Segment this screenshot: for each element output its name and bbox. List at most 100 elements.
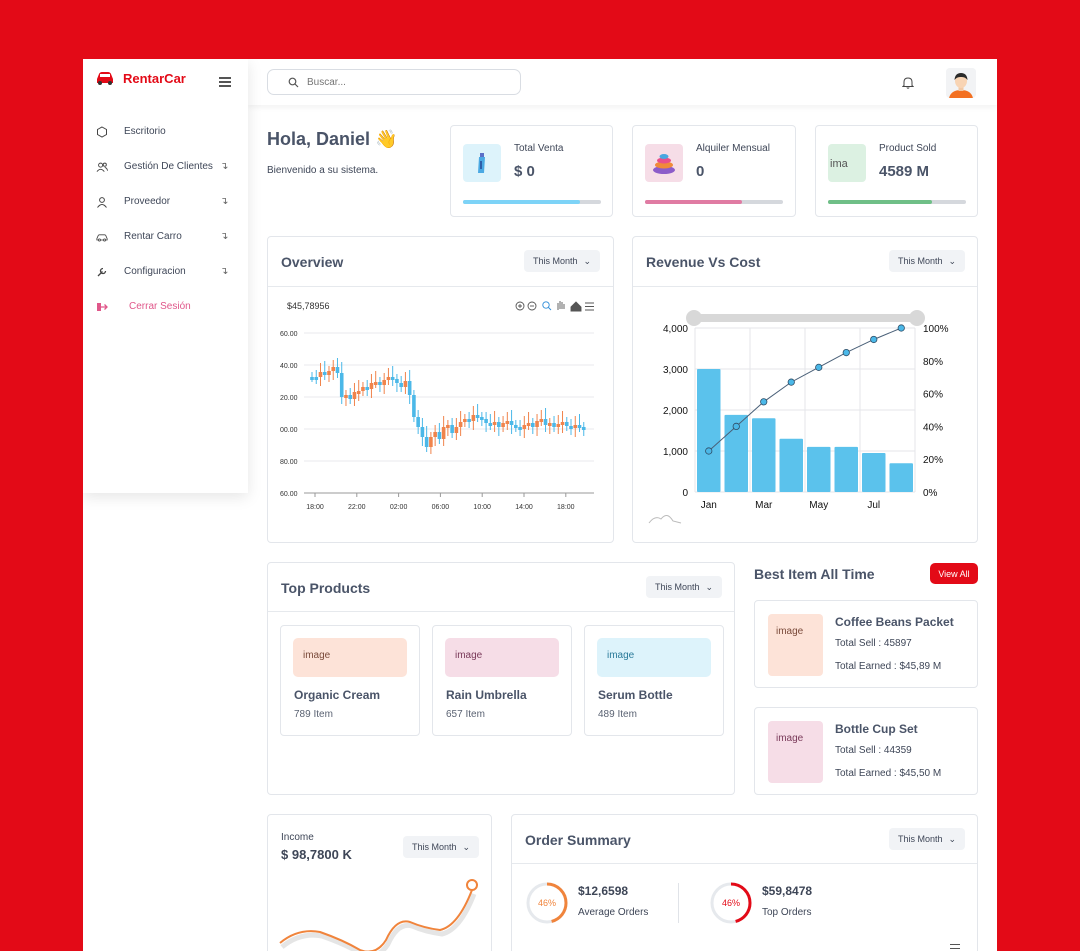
hamburger-menu-icon[interactable] [585,302,594,311]
cumulative-line [708,327,902,452]
candle-body [365,387,369,390]
overview-month-select[interactable]: This Month ⌄ [524,250,601,272]
x-tick-label: 02:00 [390,504,408,511]
best-item-card[interactable]: image Bottle Cup Set Total Sell : 44359 … [754,707,978,795]
stat-progress-fill [828,200,932,204]
chevron-down-icon: ⌄ [948,833,957,844]
candle-body [344,395,348,398]
chart-toolbar [515,301,594,312]
order-donut-label: 46% [538,898,556,908]
candle-body [539,419,544,422]
y-tick-label: 0 [682,488,688,499]
app-window: RentarCar Escritorio Gestión De Clientes… [83,59,997,951]
logout-icon [96,301,108,313]
revenue-month-select[interactable]: This Month ⌄ [889,250,966,272]
y2-tick-label: 0% [923,488,938,499]
submenu-arrow-icon: ↴ [220,231,229,242]
broken-image-label: image [776,733,804,744]
view-all-button[interactable]: View All [930,563,978,584]
y2-tick-label: 40% [923,422,943,433]
income-card: Income $ 98,7800 K This Month ⌄ [267,814,492,951]
car-logo-icon [97,72,113,85]
candle-body [522,425,527,429]
sidebar-item-label: Proveedor [124,196,171,207]
product-count: 789 Item [294,709,333,720]
bell-icon[interactable] [902,76,914,89]
search-input[interactable] [307,76,507,88]
revenue-bar [697,369,721,492]
stat-value: 0 [696,163,705,180]
broken-image-label: image [607,650,635,661]
chevron-down-icon: ⌄ [948,255,957,266]
candle-body [416,417,420,427]
candle-body [441,427,446,439]
sidebar-item-proveedor[interactable]: Proveedor ↴ [83,184,248,219]
brand-logo[interactable]: RentarCar [95,70,186,86]
stat-progress-fill [463,200,581,204]
order-summary-month-select[interactable]: This Month ⌄ [889,828,966,850]
product-count: 489 Item [598,709,637,720]
home-icon[interactable] [570,301,582,312]
top-products-month-select[interactable]: This Month ⌄ [646,576,723,598]
hamburger-menu-icon[interactable] [219,77,231,87]
stat-value: 4589 M [879,163,930,180]
y-tick-label: 3,000 [663,365,688,376]
candle-body [373,382,378,385]
candle-body [318,372,323,377]
search-icon [288,77,299,87]
revenue-bar [752,418,776,492]
order-donut-label: 46% [722,898,740,908]
candle-body [339,373,344,397]
candle-body [433,432,437,437]
revenue-bar [724,414,748,492]
stat-card-total-venta[interactable]: Total Venta $ 0 [450,125,613,217]
stat-card-alquiler-mensual[interactable]: Alquiler Mensual 0 [632,125,796,217]
income-value: $ 98,7800 K [281,847,352,862]
sidebar: RentarCar Escritorio Gestión De Clientes… [83,59,248,493]
product-card[interactable]: image Organic Cream 789 Item [280,625,420,736]
stat-card-product-sold[interactable]: ima Product Sold 4589 M [815,125,978,217]
best-item-name: Bottle Cup Set [835,722,918,736]
y2-tick-label: 60% [923,390,943,401]
broken-image-icon: ima [828,144,866,182]
overview-title: Overview [281,254,344,270]
stat-title: Product Sold [879,143,937,154]
y-tick-label: 60.00 [280,491,298,498]
best-item-image: image [768,614,823,676]
overview-card: Overview This Month ⌄ $45,78956 60.00 40.… [267,236,614,543]
overview-price: $45,78956 [287,301,330,311]
magnifier-icon[interactable] [542,301,552,311]
y-tick-label: 40.00 [280,363,298,370]
candle-body [501,423,505,427]
order-value: $59,8478 [762,884,813,898]
best-item-card[interactable]: image Coffee Beans Packet Total Sell : 4… [754,600,978,688]
month-select-label: This Month [898,834,943,844]
candle-body [378,382,382,385]
candle-body [335,367,340,373]
candle-body [535,421,539,427]
y-tick-label: 00.00 [280,427,298,434]
sidebar-item-escritorio[interactable]: Escritorio [83,114,248,149]
order-donut-arc [526,882,568,924]
sidebar-item-gestion-clientes[interactable]: Gestión De Clientes ↴ [83,149,248,184]
broken-image-label: ima [830,158,848,170]
zoom-out-icon[interactable] [527,301,537,311]
pan-hand-icon[interactable] [557,301,565,310]
order-label: Average Orders [578,907,649,918]
product-card[interactable]: image Rain Umbrella 657 Item [432,625,572,736]
product-name: Serum Bottle [598,688,673,702]
zoom-in-icon[interactable] [515,301,525,311]
avatar[interactable] [946,68,976,98]
product-card[interactable]: image Serum Bottle 489 Item [584,625,724,736]
month-select-label: This Month [898,256,943,266]
income-month-select[interactable]: This Month ⌄ [403,836,480,858]
sidebar-item-rentar-carro[interactable]: Rentar Carro ↴ [83,219,248,254]
candle-body [403,381,408,387]
sidebar-item-configuracion[interactable]: Configuracion ↴ [83,254,248,289]
product-name: Rain Umbrella [446,688,527,702]
hamburger-menu-icon[interactable] [950,944,960,951]
cumulative-point [705,447,713,455]
logout-button[interactable]: Cerrar Sesión [83,289,248,324]
sidebar-item-label: Gestión De Clientes [124,161,213,172]
wrench-icon [96,266,108,278]
